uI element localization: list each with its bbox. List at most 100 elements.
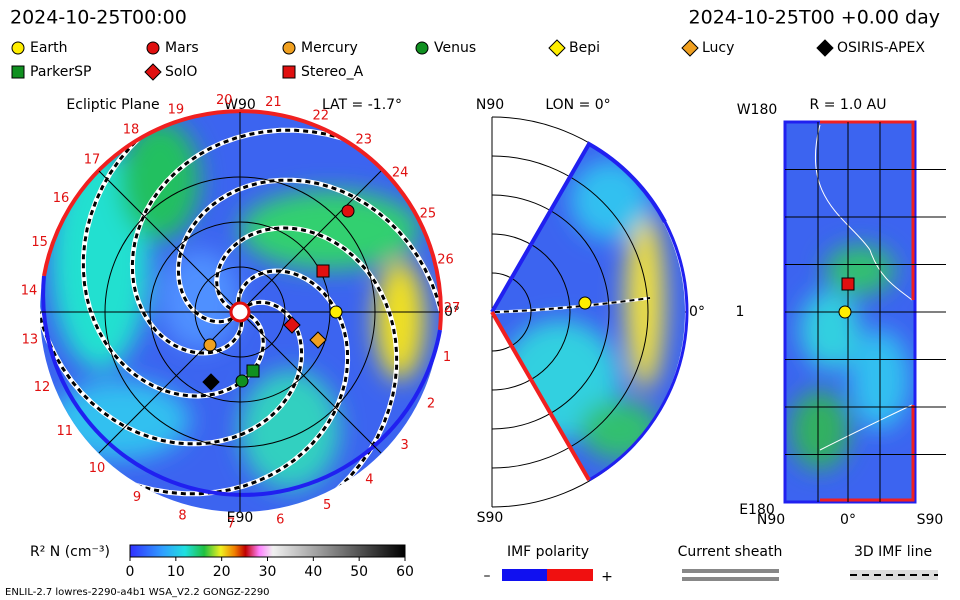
spiral — [104, 269, 350, 496]
colorbar-tick-label: 10 — [167, 564, 185, 580]
colorbar-ticks: 0 10 20 30 40 50 60 — [126, 557, 414, 580]
meridional-lon: LON = 0° — [545, 97, 610, 113]
legend-label: SolO — [165, 64, 197, 80]
rim-label: 4 — [365, 472, 373, 487]
legend-label: Earth — [30, 40, 68, 56]
rim-label: 26 — [437, 252, 454, 267]
radial-top-left: W180 — [737, 102, 778, 118]
radial-bottom: S90 — [917, 512, 944, 528]
imf-plus: + — [601, 569, 613, 585]
legend-symbol — [11, 65, 25, 79]
rim-label: 9 — [133, 490, 141, 505]
legend-label: ParkerSP — [30, 64, 91, 80]
legend-label: Bepi — [569, 40, 600, 56]
ecliptic-bottom: E90 — [227, 510, 254, 526]
rim-label: 7 — [227, 516, 235, 531]
legend-symbol — [415, 41, 429, 55]
rim-label: 6 — [276, 513, 284, 528]
footer: ENLIL-2.7 lowres-2290-a4b1 WSA_V2.2 GONG… — [5, 587, 270, 598]
time-right: 2024-10-25T00 +0.00 day — [689, 7, 940, 29]
time-left: 2024-10-25T00:00 — [10, 7, 187, 29]
spiral — [176, 178, 440, 349]
rim-label: 5 — [323, 498, 331, 513]
sheath-label: Current sheath — [678, 544, 783, 560]
legend-symbol — [282, 65, 296, 79]
sheath-line — [682, 569, 779, 573]
rim-label: 22 — [313, 108, 330, 123]
legend-label: Venus — [434, 40, 476, 56]
rim-label: 27 — [444, 301, 461, 316]
rim-label: 23 — [356, 132, 373, 147]
rim-label: 11 — [57, 424, 74, 439]
rim-label: 2 — [427, 397, 435, 412]
fan-red — [490, 310, 591, 482]
rim-label: 14 — [21, 283, 38, 298]
rim-label: 12 — [34, 380, 51, 395]
spiral — [40, 275, 304, 446]
rim-label: 17 — [84, 153, 101, 168]
ecliptic-top: W90 — [224, 97, 256, 113]
ecliptic-bodies — [202, 204, 355, 391]
earth-radial — [838, 305, 852, 319]
colorbar — [129, 544, 406, 558]
ecliptic-title: Ecliptic Plane — [66, 97, 159, 113]
legend-symbol — [816, 39, 834, 57]
rim-label: 15 — [31, 235, 48, 250]
legend-label: Stereo_A — [301, 64, 364, 80]
spiral — [215, 226, 399, 511]
rim-blue — [41, 275, 442, 497]
imf-label: IMF polarity — [507, 544, 589, 560]
fan-arc — [588, 221, 689, 482]
fan-blue — [490, 141, 667, 314]
ecliptic-right: 0° — [444, 304, 460, 320]
rim-red — [42, 109, 443, 331]
rim-label: 3 — [400, 438, 408, 453]
meridional-top: N90 — [476, 97, 504, 113]
colorbar-tick-label: 30 — [259, 564, 277, 580]
legend-symbol — [681, 39, 699, 57]
colorbar-tick-label: 0 — [126, 564, 135, 580]
radial-red — [820, 120, 915, 502]
earth-meridional — [578, 296, 592, 310]
spiral — [81, 113, 265, 398]
rim-label: 19 — [168, 102, 185, 117]
legend-symbol — [144, 63, 162, 81]
colorbar-label: R² N (cm⁻³) — [30, 544, 110, 560]
radial-title: R = 1.0 AU — [810, 97, 887, 113]
legend-symbol — [11, 41, 25, 55]
radial-bottom-left: E180 — [739, 502, 775, 518]
sheath-line — [682, 577, 779, 581]
legend-label: Mars — [165, 40, 199, 56]
colorbar-tick-label: 20 — [213, 564, 231, 580]
imf-red — [547, 569, 593, 581]
legend-symbol — [548, 39, 566, 57]
meridional-bottom: S90 — [477, 510, 504, 526]
imf-minus: – — [484, 568, 491, 584]
meridional-right: 0° — [689, 304, 705, 320]
rim-label: 13 — [22, 333, 39, 348]
legend-symbol — [146, 41, 160, 55]
radial-bottom: 0° — [840, 512, 856, 528]
rim-label: 25 — [420, 206, 437, 221]
rim-label: 8 — [178, 509, 186, 524]
rim-label: 18 — [123, 123, 140, 138]
imf-line-bg — [850, 570, 938, 580]
legend-symbol — [282, 41, 296, 55]
colorbar-tick-label: 50 — [350, 564, 368, 580]
imf-line-label: 3D IMF line — [854, 544, 932, 560]
rim-label: 21 — [265, 95, 282, 110]
rim-label: 24 — [392, 166, 409, 181]
spiral — [130, 128, 376, 355]
stereo-radial — [841, 277, 855, 291]
legend-label: OSIRIS-APEX — [837, 40, 925, 56]
legend: Earth Mars Mercury Venus Bepi Lucy OSIRIS-APEX… — [11, 39, 925, 81]
rim-label: 1 — [443, 350, 451, 365]
legend-label: Lucy — [702, 40, 734, 56]
rim-label: 10 — [89, 461, 106, 476]
rim-label: 16 — [53, 191, 70, 206]
imf-blue — [502, 569, 547, 581]
radial-mid-left: 1 — [736, 304, 745, 320]
rim-label: 20 — [216, 93, 233, 108]
